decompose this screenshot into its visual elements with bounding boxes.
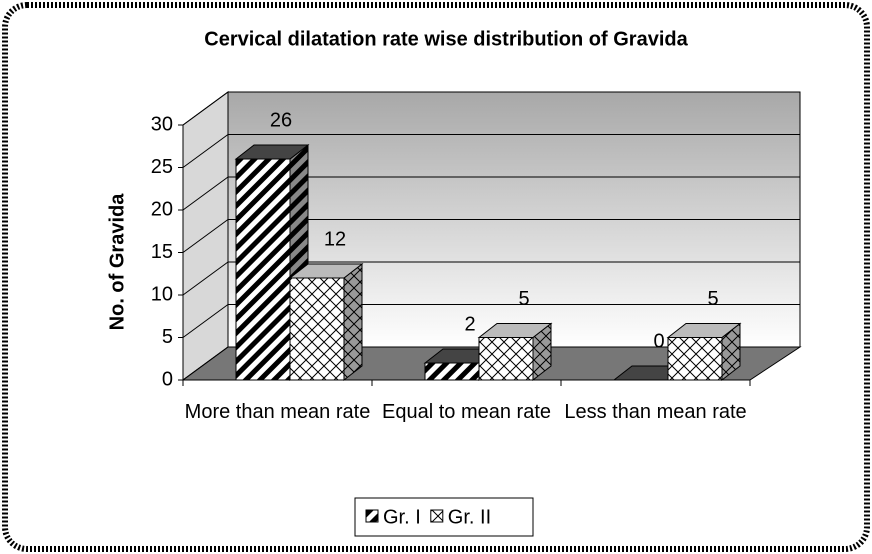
grid-line — [182, 261, 229, 296]
value-label: 5 — [707, 288, 718, 310]
value-label: 2 — [464, 313, 475, 335]
grid-line — [182, 134, 229, 168]
grid-line — [182, 176, 229, 211]
x-tick-label: Less than mean rate — [564, 401, 747, 423]
y-tick-label: 20 — [151, 198, 173, 220]
chart-title: Cervical dilatation rate wise distributi… — [204, 28, 688, 50]
value-label: 5 — [518, 288, 529, 310]
x-tick-label: More than mean rate — [184, 401, 371, 423]
y-tick-label: 25 — [151, 156, 173, 178]
bar — [288, 262, 364, 382]
bar-front — [478, 337, 534, 381]
legend-label: Gr. II — [448, 506, 491, 528]
x-tick-label: Equal to mean rate — [382, 401, 551, 423]
y-tick-label: 10 — [151, 283, 173, 305]
legend-label: Gr. I — [383, 506, 421, 528]
y-tick-label: 0 — [162, 368, 173, 390]
grid-line — [182, 304, 229, 338]
grid-line — [182, 219, 229, 253]
y-axis-label: No. of Gravida — [106, 193, 128, 331]
bar-front — [235, 158, 291, 381]
bar — [666, 322, 742, 382]
grid-line — [182, 91, 229, 126]
bar-front — [289, 277, 345, 381]
bar-side — [343, 262, 363, 382]
legend-swatch — [430, 509, 444, 523]
legend-box — [354, 497, 534, 537]
y-tick-label: 30 — [151, 113, 173, 135]
grid-line — [182, 346, 229, 381]
legend-swatch — [365, 509, 379, 523]
bar — [477, 322, 553, 382]
y-tick-label: 15 — [151, 241, 173, 263]
value-label: 26 — [270, 109, 292, 131]
bar-front — [424, 362, 480, 381]
bar-front — [667, 337, 723, 381]
value-label: 12 — [324, 228, 346, 250]
y-tick-label: 5 — [162, 326, 173, 348]
value-label: 0 — [653, 330, 664, 352]
